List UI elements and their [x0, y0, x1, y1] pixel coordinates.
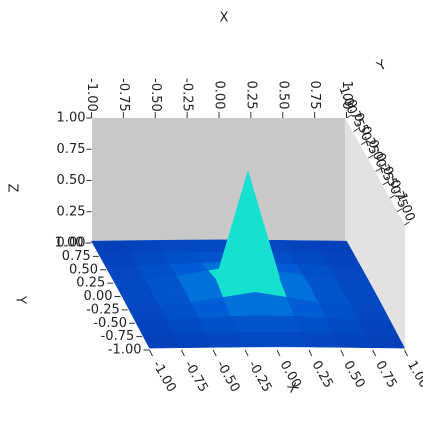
z-axis-title: Z — [5, 184, 20, 193]
x-tick-label: 0.25 — [243, 81, 258, 110]
y-tick-label: 0.50 — [69, 262, 98, 277]
x-tick — [340, 349, 345, 357]
x-tick-label: -0.50 — [213, 358, 243, 395]
y-tick — [367, 154, 374, 159]
x-tick-label: 0.50 — [275, 81, 290, 110]
surface-patch — [364, 333, 406, 349]
y-tick — [382, 181, 389, 186]
x-tick — [276, 349, 281, 357]
x-tick — [149, 349, 153, 357]
back-wall — [92, 118, 345, 243]
y-axis-title: Y — [374, 57, 389, 74]
x-tick — [180, 349, 185, 357]
y-tick-label: -1.00 — [108, 343, 142, 358]
y-tick — [396, 208, 403, 213]
y-axis-title: Y — [13, 295, 28, 304]
z-tick-label: 0.00 — [57, 236, 86, 251]
x-tick — [244, 349, 249, 357]
y-tick — [375, 168, 381, 172]
y-tick — [404, 221, 410, 226]
x-tick-label: 0.75 — [372, 358, 399, 391]
y-tick-label: 0.75 — [62, 249, 91, 264]
x-tick — [372, 349, 377, 357]
y-tick-label: 1.00 — [55, 236, 84, 251]
y-tick-label: -0.50 — [93, 316, 127, 331]
x-tick-label: -0.25 — [245, 358, 275, 395]
y-tick-label: -0.75 — [101, 329, 135, 344]
x-tick — [308, 349, 313, 357]
x-tick-label: -0.50 — [148, 78, 163, 112]
x-tick-label: -0.75 — [116, 78, 131, 112]
x-tick-label: 0.25 — [308, 358, 335, 391]
y-tick — [389, 194, 396, 199]
x-axis-title: X — [220, 11, 229, 26]
side-wall — [345, 118, 405, 350]
z-tick-label: 0.50 — [57, 173, 86, 188]
y-tick — [353, 127, 360, 132]
z-tick-label: 0.75 — [57, 142, 86, 157]
x-tick-label: 0.75 — [307, 81, 322, 110]
y-tick — [346, 114, 352, 119]
y-tick — [360, 141, 367, 146]
x-axis-title: X — [283, 380, 300, 395]
z-tick-label: 0.25 — [57, 204, 86, 219]
x-tick — [212, 349, 217, 357]
x-tick-label: 1.00 — [404, 358, 423, 391]
x-tick-label: 0.50 — [340, 358, 367, 391]
y-tick-label: -0.25 — [86, 302, 120, 317]
x-tick — [404, 349, 408, 357]
z-tick-label: 1.00 — [57, 111, 86, 126]
y-tick-label: 0.25 — [76, 276, 105, 291]
x-tick-label: -0.75 — [181, 358, 211, 395]
surface — [90, 171, 406, 349]
y-tick-label: 0.00 — [84, 289, 113, 304]
x-tick-label: 0.00 — [212, 81, 227, 110]
x-tick-label: 1.00 — [339, 81, 354, 110]
x-tick-label: -0.25 — [180, 78, 195, 112]
x-tick-label: -1.00 — [84, 78, 99, 112]
x-tick-label: -1.00 — [149, 358, 179, 395]
